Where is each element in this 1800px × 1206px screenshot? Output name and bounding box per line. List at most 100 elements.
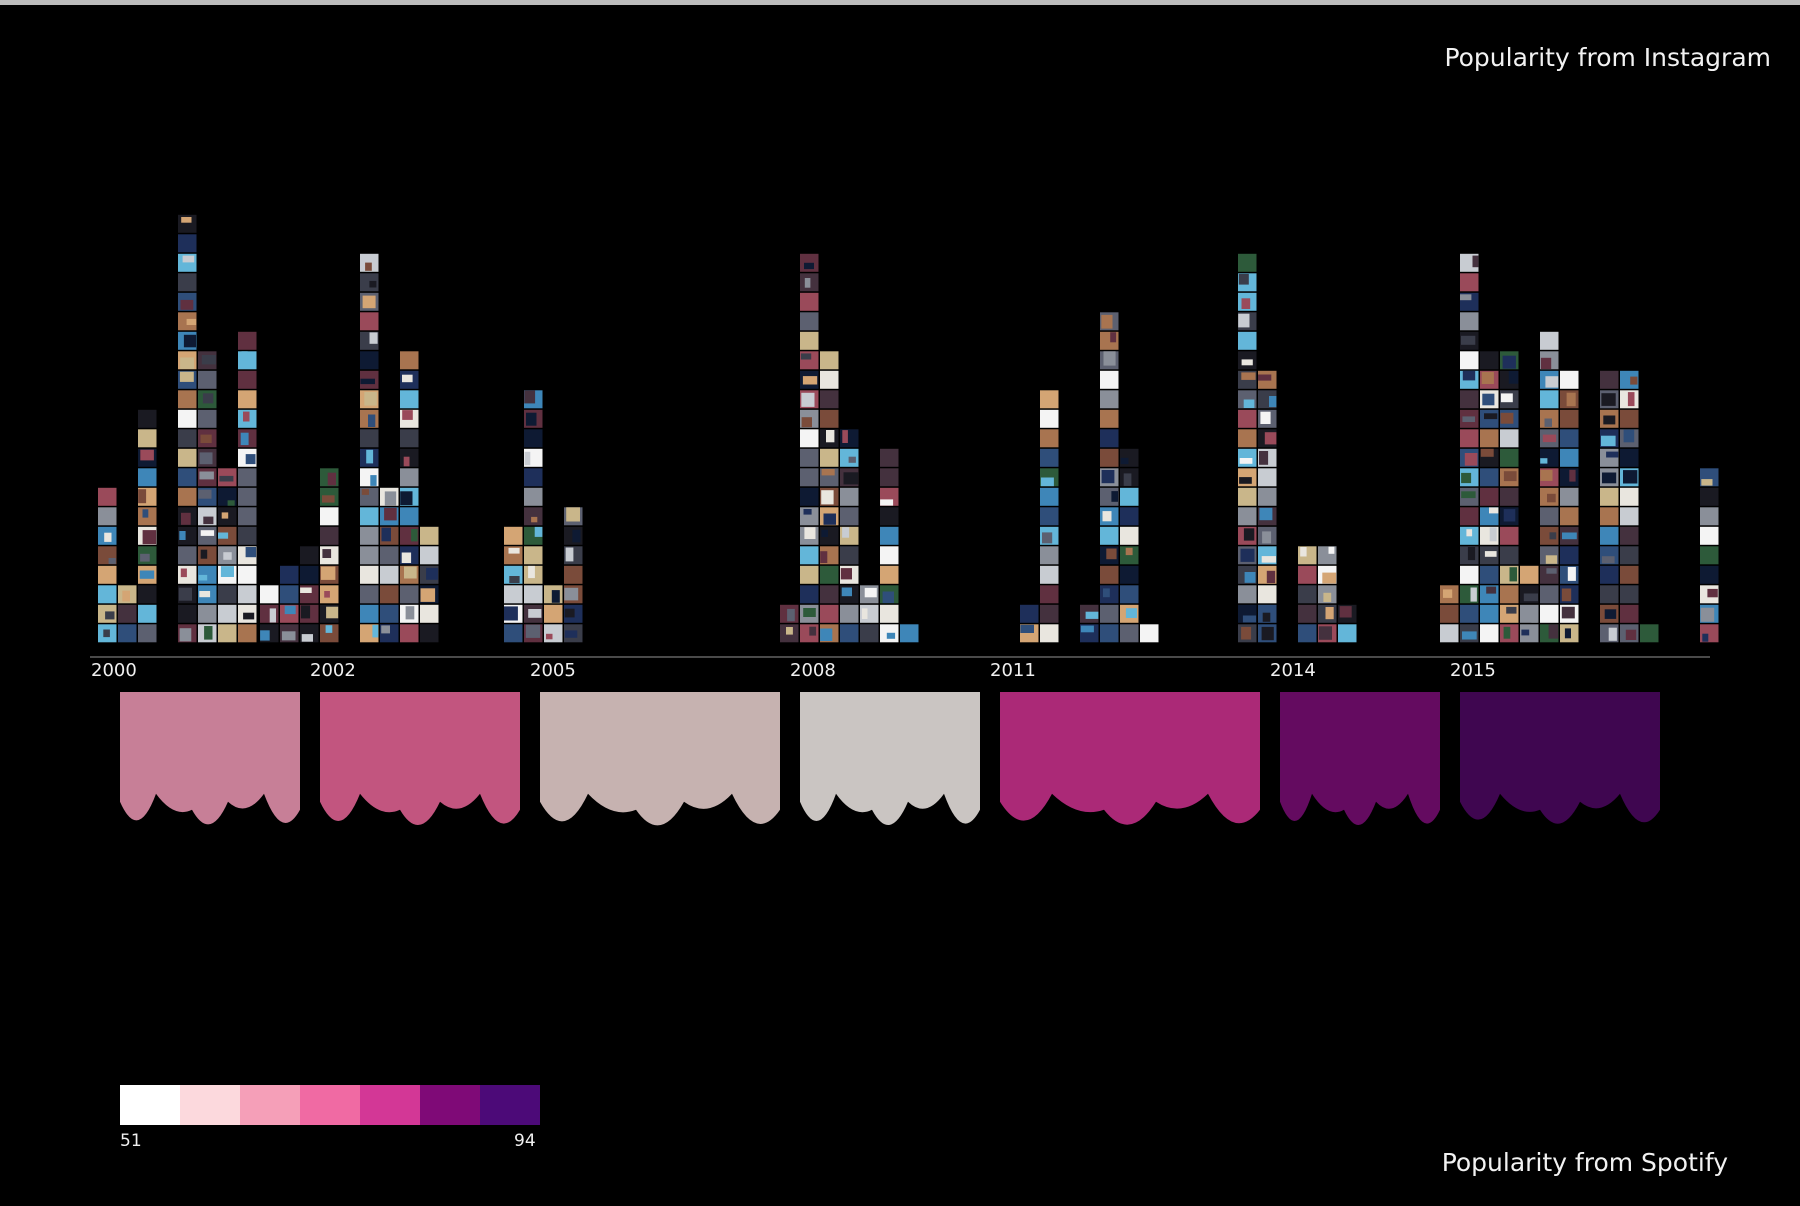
instagram-photo-detail xyxy=(405,606,415,620)
instagram-photo-detail xyxy=(1241,298,1251,309)
instagram-photo-detail xyxy=(240,432,249,446)
instagram-photo-tile xyxy=(360,351,379,370)
instagram-photo-tile xyxy=(1480,487,1499,506)
instagram-photo-tile xyxy=(1040,429,1059,448)
instagram-photo-detail xyxy=(1503,471,1517,482)
instagram-photo-detail xyxy=(1461,335,1476,345)
instagram-photo-tile xyxy=(238,624,257,643)
instagram-photo-tile xyxy=(178,468,197,487)
instagram-photo-tile xyxy=(1460,312,1479,331)
instagram-photo-tile xyxy=(138,409,157,428)
instagram-photo-detail xyxy=(803,608,816,617)
instagram-photo-detail xyxy=(1328,546,1335,554)
instagram-photo-detail xyxy=(1630,376,1638,385)
instagram-photo-tile xyxy=(1480,565,1499,584)
instagram-photo-detail xyxy=(1608,627,1617,641)
instagram-photo-tile xyxy=(1620,546,1639,565)
instagram-photo-tile xyxy=(840,546,859,565)
instagram-photo-detail xyxy=(1484,551,1497,557)
instagram-photo-tile xyxy=(1100,370,1119,389)
instagram-photo-tile xyxy=(1020,604,1039,623)
instagram-photo-detail xyxy=(1323,592,1332,602)
spotify-color-blocks xyxy=(120,692,1660,826)
instagram-photo-tile xyxy=(880,507,899,526)
instagram-photo-detail xyxy=(1502,355,1516,369)
instagram-photo-tile xyxy=(360,585,379,604)
instagram-photo-tile xyxy=(238,507,257,526)
instagram-photo-tile xyxy=(320,507,339,526)
instagram-photo-detail xyxy=(1262,612,1271,622)
instagram-photo-tile xyxy=(1100,526,1119,545)
instagram-photo-detail xyxy=(1261,626,1274,641)
instagram-photo-detail xyxy=(370,475,377,486)
instagram-photo-detail xyxy=(1521,629,1530,636)
instagram-photo-tile xyxy=(178,546,197,565)
instagram-photo-detail xyxy=(820,551,828,563)
instagram-photo-detail xyxy=(1548,624,1559,639)
instagram-photo-detail xyxy=(401,511,410,521)
instagram-photo-tile xyxy=(524,429,543,448)
instagram-photo-detail xyxy=(804,527,816,539)
instagram-photo-detail xyxy=(325,625,333,633)
instagram-photo-detail xyxy=(821,490,834,505)
instagram-photo-detail xyxy=(801,294,812,305)
instagram-photo-detail xyxy=(181,512,191,525)
legend-swatch xyxy=(360,1085,420,1125)
instagram-photo-detail xyxy=(1481,371,1494,384)
instagram-photo-detail xyxy=(360,378,375,385)
instagram-photo-tile xyxy=(504,585,523,604)
instagram-photo-tile xyxy=(1600,565,1619,584)
instagram-photo-tile xyxy=(360,604,379,623)
legend-swatch xyxy=(120,1085,180,1125)
year-tick-labels: 2000 2002 2005 2008 2011 2014 2015 xyxy=(91,660,1496,681)
instagram-photo-detail xyxy=(1102,511,1112,522)
instagram-photo-tile xyxy=(238,585,257,604)
instagram-photo-tile xyxy=(198,370,217,389)
instagram-photo-tile xyxy=(840,624,859,643)
instagram-photo-detail xyxy=(361,488,369,495)
instagram-photo-tile xyxy=(1040,507,1059,526)
instagram-photo-tile xyxy=(1560,409,1579,428)
instagram-photo-tile xyxy=(1100,624,1119,643)
legend-swatch xyxy=(180,1085,240,1125)
instagram-photo-tile xyxy=(880,526,899,545)
instagram-photo-tile xyxy=(1440,604,1459,623)
instagram-photo-tile xyxy=(380,585,399,604)
instagram-photo-tile xyxy=(118,624,137,643)
instagram-photo-tile xyxy=(1520,624,1539,643)
instagram-photo-detail xyxy=(564,630,578,638)
instagram-photo-detail xyxy=(804,262,814,270)
instagram-photo-tile xyxy=(1560,487,1579,506)
instagram-photo-detail xyxy=(509,576,520,584)
spotify-year-block xyxy=(1460,692,1660,824)
instagram-photo-detail xyxy=(182,255,195,263)
instagram-photo-detail xyxy=(531,516,538,523)
instagram-photo-tile xyxy=(1540,526,1559,545)
instagram-photo-tile xyxy=(1620,604,1639,623)
instagram-photo-detail xyxy=(801,392,815,407)
instagram-photo-detail xyxy=(381,625,390,634)
instagram-photo-detail xyxy=(528,565,535,579)
instagram-photo-detail xyxy=(281,631,296,641)
instagram-photo-detail xyxy=(186,318,197,325)
instagram-photo-detail xyxy=(178,587,192,601)
instagram-photo-tile xyxy=(300,546,319,565)
instagram-photo-tile xyxy=(178,273,197,292)
instagram-photo-tile xyxy=(1238,253,1257,272)
year-tick-label: 2005 xyxy=(530,660,576,681)
instagram-photo-detail xyxy=(108,558,116,564)
instagram-photo-detail xyxy=(1259,507,1273,521)
instagram-photo-tile xyxy=(1540,507,1559,526)
instagram-photo-detail xyxy=(199,591,211,598)
instagram-photo-tile xyxy=(360,312,379,331)
instagram-photo-tile xyxy=(198,565,217,584)
instagram-photo-detail xyxy=(1241,359,1253,366)
instagram-photo-detail xyxy=(1603,415,1616,425)
instagram-photo-detail xyxy=(1623,470,1638,484)
instagram-photo-detail xyxy=(1482,393,1495,406)
instagram-photo-tile xyxy=(820,409,839,428)
instagram-photo-detail xyxy=(1466,529,1473,537)
instagram-photo-tile xyxy=(320,526,339,545)
instagram-photo-detail xyxy=(504,606,518,621)
instagram-photo-detail xyxy=(1243,399,1255,408)
